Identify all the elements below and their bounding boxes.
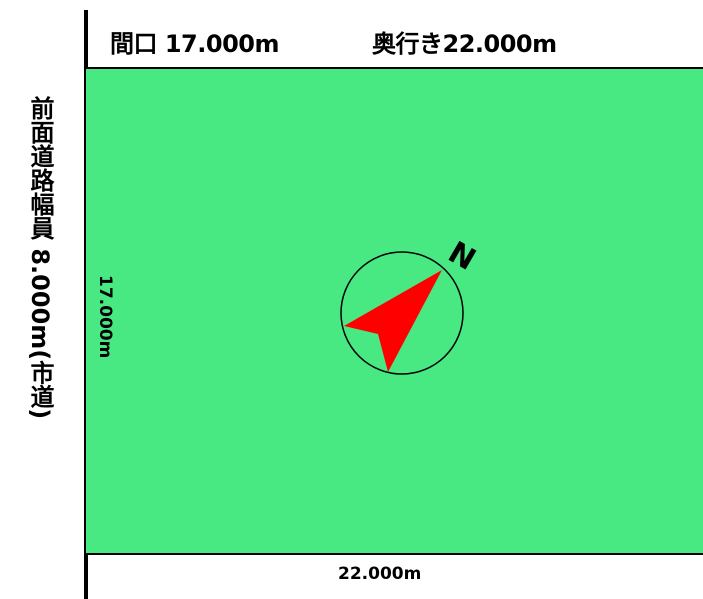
road-width-label: 前面道路幅員 8.000m(市道) [26,96,54,420]
compass-circle [340,251,464,375]
left-dimension-label: 17.000m [95,275,115,359]
bottom-dimension-label: 22.000m [338,564,422,584]
compass-arrow [344,270,442,372]
frontage-label: 間口 17.000m [110,30,279,58]
depth-label: 奥行き22.000m [372,30,557,58]
north-label: N [442,235,481,278]
north-arrow-icon: N [340,235,481,375]
